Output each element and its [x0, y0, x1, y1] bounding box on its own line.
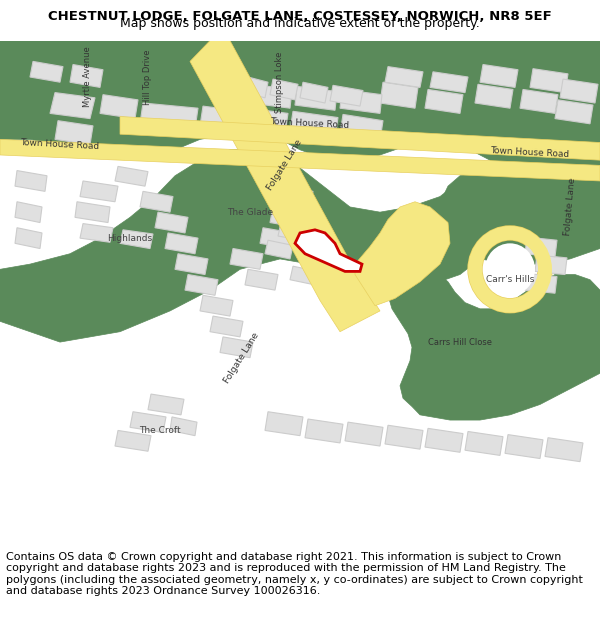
Polygon shape — [120, 230, 153, 249]
Polygon shape — [210, 316, 243, 337]
Polygon shape — [330, 86, 363, 106]
Text: The Glade: The Glade — [227, 208, 273, 217]
Polygon shape — [490, 268, 522, 288]
Polygon shape — [380, 82, 418, 108]
Polygon shape — [265, 240, 293, 259]
Polygon shape — [0, 41, 600, 171]
Text: Town House Road: Town House Road — [20, 138, 100, 151]
Polygon shape — [55, 121, 93, 144]
Polygon shape — [535, 255, 567, 274]
Polygon shape — [530, 69, 568, 92]
Polygon shape — [245, 269, 278, 290]
Polygon shape — [260, 228, 293, 249]
Polygon shape — [560, 79, 598, 103]
Polygon shape — [430, 72, 468, 92]
Polygon shape — [80, 181, 118, 202]
Text: Carrs Hill Close: Carrs Hill Close — [428, 338, 492, 347]
Polygon shape — [340, 114, 383, 141]
Polygon shape — [385, 425, 423, 449]
Polygon shape — [480, 64, 518, 88]
Polygon shape — [340, 89, 382, 113]
Polygon shape — [15, 202, 42, 222]
Polygon shape — [425, 428, 463, 452]
Polygon shape — [270, 207, 303, 227]
Polygon shape — [425, 89, 463, 113]
Text: CHESTNUT LODGE, FOLGATE LANE, COSTESSEY, NORWICH, NR8 5EF: CHESTNUT LODGE, FOLGATE LANE, COSTESSEY,… — [48, 10, 552, 23]
Polygon shape — [140, 191, 173, 212]
Polygon shape — [505, 434, 543, 459]
Polygon shape — [148, 394, 184, 415]
Polygon shape — [290, 111, 338, 138]
Polygon shape — [190, 41, 380, 332]
Text: Contains OS data © Crown copyright and database right 2021. This information is : Contains OS data © Crown copyright and d… — [6, 551, 583, 596]
Polygon shape — [280, 186, 313, 207]
Polygon shape — [388, 268, 600, 420]
Polygon shape — [75, 202, 110, 222]
Polygon shape — [355, 202, 450, 306]
Polygon shape — [525, 237, 557, 257]
Polygon shape — [155, 212, 188, 233]
Polygon shape — [290, 266, 318, 285]
Polygon shape — [30, 61, 63, 82]
Circle shape — [485, 243, 535, 295]
Polygon shape — [200, 295, 233, 316]
Polygon shape — [270, 79, 298, 100]
Polygon shape — [80, 224, 113, 243]
Polygon shape — [245, 108, 288, 133]
Polygon shape — [175, 254, 208, 274]
Text: Myrtle Avenue: Myrtle Avenue — [83, 47, 92, 108]
Polygon shape — [525, 274, 557, 293]
Polygon shape — [245, 77, 268, 98]
Text: Town House Road: Town House Road — [270, 118, 350, 131]
Polygon shape — [115, 166, 148, 186]
Text: Map shows position and indicative extent of the property.: Map shows position and indicative extent… — [120, 18, 480, 31]
Polygon shape — [130, 412, 166, 432]
Polygon shape — [250, 84, 292, 108]
Polygon shape — [165, 233, 198, 254]
Polygon shape — [278, 222, 311, 241]
Polygon shape — [200, 106, 243, 131]
Polygon shape — [120, 116, 600, 160]
Polygon shape — [295, 86, 337, 110]
Polygon shape — [545, 438, 583, 462]
Text: The Croft: The Croft — [139, 426, 181, 435]
Text: Town House Road: Town House Road — [490, 146, 570, 159]
Polygon shape — [295, 230, 362, 271]
Polygon shape — [475, 84, 513, 108]
Polygon shape — [442, 155, 600, 264]
Polygon shape — [15, 228, 42, 249]
Polygon shape — [385, 67, 423, 88]
Polygon shape — [520, 89, 558, 113]
Text: Folgate Lane: Folgate Lane — [223, 331, 261, 385]
Text: Carr's Hills: Carr's Hills — [486, 275, 534, 284]
Polygon shape — [100, 94, 138, 119]
Polygon shape — [300, 82, 328, 103]
Polygon shape — [50, 92, 95, 119]
Text: Folgate Lane: Folgate Lane — [266, 138, 304, 192]
Text: Stimpson Loke: Stimpson Loke — [275, 51, 284, 113]
Text: Folgate Lane: Folgate Lane — [563, 177, 577, 236]
Polygon shape — [265, 412, 303, 436]
Polygon shape — [345, 422, 383, 446]
Polygon shape — [185, 274, 218, 295]
Polygon shape — [115, 431, 151, 451]
Polygon shape — [230, 249, 263, 269]
Polygon shape — [555, 100, 593, 124]
Polygon shape — [0, 150, 490, 342]
Polygon shape — [220, 337, 253, 357]
Polygon shape — [465, 431, 503, 456]
Text: Highlands: Highlands — [107, 234, 152, 242]
Polygon shape — [305, 419, 343, 443]
Polygon shape — [15, 171, 47, 191]
Polygon shape — [0, 139, 600, 181]
Polygon shape — [170, 417, 197, 436]
Text: Hill Top Drive: Hill Top Drive — [143, 49, 152, 105]
Polygon shape — [70, 64, 103, 88]
Polygon shape — [140, 103, 198, 129]
